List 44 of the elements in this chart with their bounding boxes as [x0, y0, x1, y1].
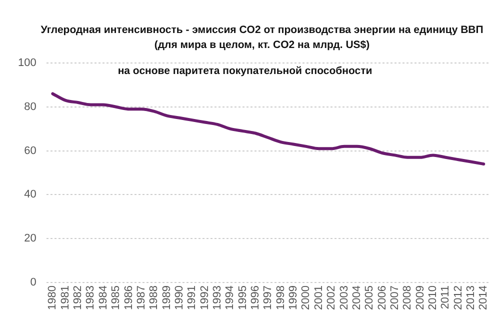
x-tick-label: 1984 [97, 286, 110, 310]
y-tick-label: 60 [24, 144, 36, 157]
x-tick-label: 1985 [110, 286, 122, 310]
x-tick-label: 1997 [262, 286, 274, 310]
x-tick-label: 1988 [148, 286, 160, 310]
chart-title: Углеродная интенсивность - эмиссия CO2 от производства энергии на единицу ВВП (для мира в целом, кт. CO2 на млрд. US$) [40, 24, 484, 51]
x-tick-label: 1992 [198, 286, 211, 310]
x-tick-label: 2004 [350, 286, 363, 310]
chart-subtitle: на основе паритета покупательной способности [118, 64, 372, 77]
x-tick-label: 2010 [426, 286, 439, 310]
x-tick-label: 2002 [326, 286, 338, 310]
x-tick-label: 1983 [84, 286, 97, 310]
x-tick-label: 1986 [122, 286, 135, 310]
x-tick-label: 2007 [388, 286, 401, 310]
x-tick-label: 1991 [186, 286, 198, 310]
x-tick-label: 1998 [274, 286, 287, 310]
x-tick-label: 1994 [224, 286, 236, 310]
x-tick-label: 1980 [46, 286, 59, 310]
x-tick-label: 2001 [312, 286, 325, 310]
x-tick-label: 1990 [173, 286, 186, 310]
y-tick-label: 0 [30, 276, 36, 289]
x-tick-label: 2008 [402, 286, 414, 310]
x-tick-label: 2003 [338, 286, 350, 310]
y-tick-label: 80 [24, 100, 36, 113]
y-tick-label: 20 [24, 232, 36, 245]
x-tick-label: 2013 [465, 286, 478, 310]
x-tick-label: 2006 [376, 286, 388, 310]
x-tick-label: 2012 [452, 286, 464, 310]
y-tick-label: 40 [24, 188, 36, 201]
x-tick-label: 1981 [59, 286, 72, 310]
x-tick-label: 1996 [250, 286, 262, 310]
line-series [51, 92, 486, 166]
x-tick-label: 1999 [288, 286, 300, 310]
x-tick-label: 2000 [300, 286, 312, 310]
y-tick-label: 100 [18, 57, 36, 70]
x-tick-label: 1982 [72, 286, 84, 310]
x-tick-label: 1989 [160, 286, 173, 310]
x-tick-label: 2009 [414, 286, 426, 310]
x-tick-label: 2005 [364, 286, 376, 310]
x-tick-label: 2014 [478, 286, 490, 310]
x-tick-label: 2011 [440, 286, 452, 310]
x-tick-label: 1987 [135, 286, 148, 310]
x-tick-label: 1995 [236, 286, 249, 310]
x-tick-label: 1993 [212, 286, 224, 310]
